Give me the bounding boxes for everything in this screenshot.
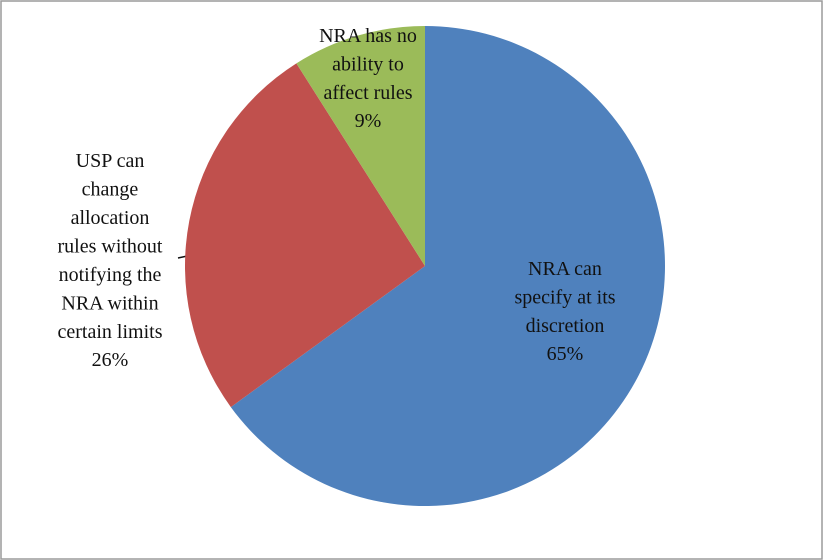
- label-line: NRA within: [61, 292, 158, 314]
- label-line: discretion: [526, 315, 605, 337]
- label-line: allocation: [71, 207, 150, 229]
- value-label: 26%: [92, 349, 129, 371]
- label-line: NRA can: [528, 258, 602, 280]
- value-label: 65%: [547, 343, 584, 365]
- slice-label: USP can change allocation rules without noti…: [58, 150, 163, 343]
- pie-slice: [185, 63, 425, 408]
- label-line: ability to: [332, 53, 404, 75]
- label-line: rules without: [58, 235, 163, 257]
- label-line: certain limits: [58, 321, 163, 343]
- label-line: notifying the: [59, 264, 162, 286]
- label-line: NRA has no: [319, 25, 417, 47]
- slice-label: NRA has no ability to affect rules: [319, 25, 417, 104]
- pie-slice: [296, 26, 425, 266]
- slice-label: NRA can specify at its discretion: [514, 258, 615, 337]
- label-line: affect rules: [323, 82, 412, 104]
- value-label: 9%: [355, 110, 382, 132]
- label-line: USP can: [76, 150, 145, 172]
- label-line: change: [82, 178, 139, 200]
- pie-slice: [230, 26, 666, 507]
- label-line: specify at its: [514, 286, 615, 308]
